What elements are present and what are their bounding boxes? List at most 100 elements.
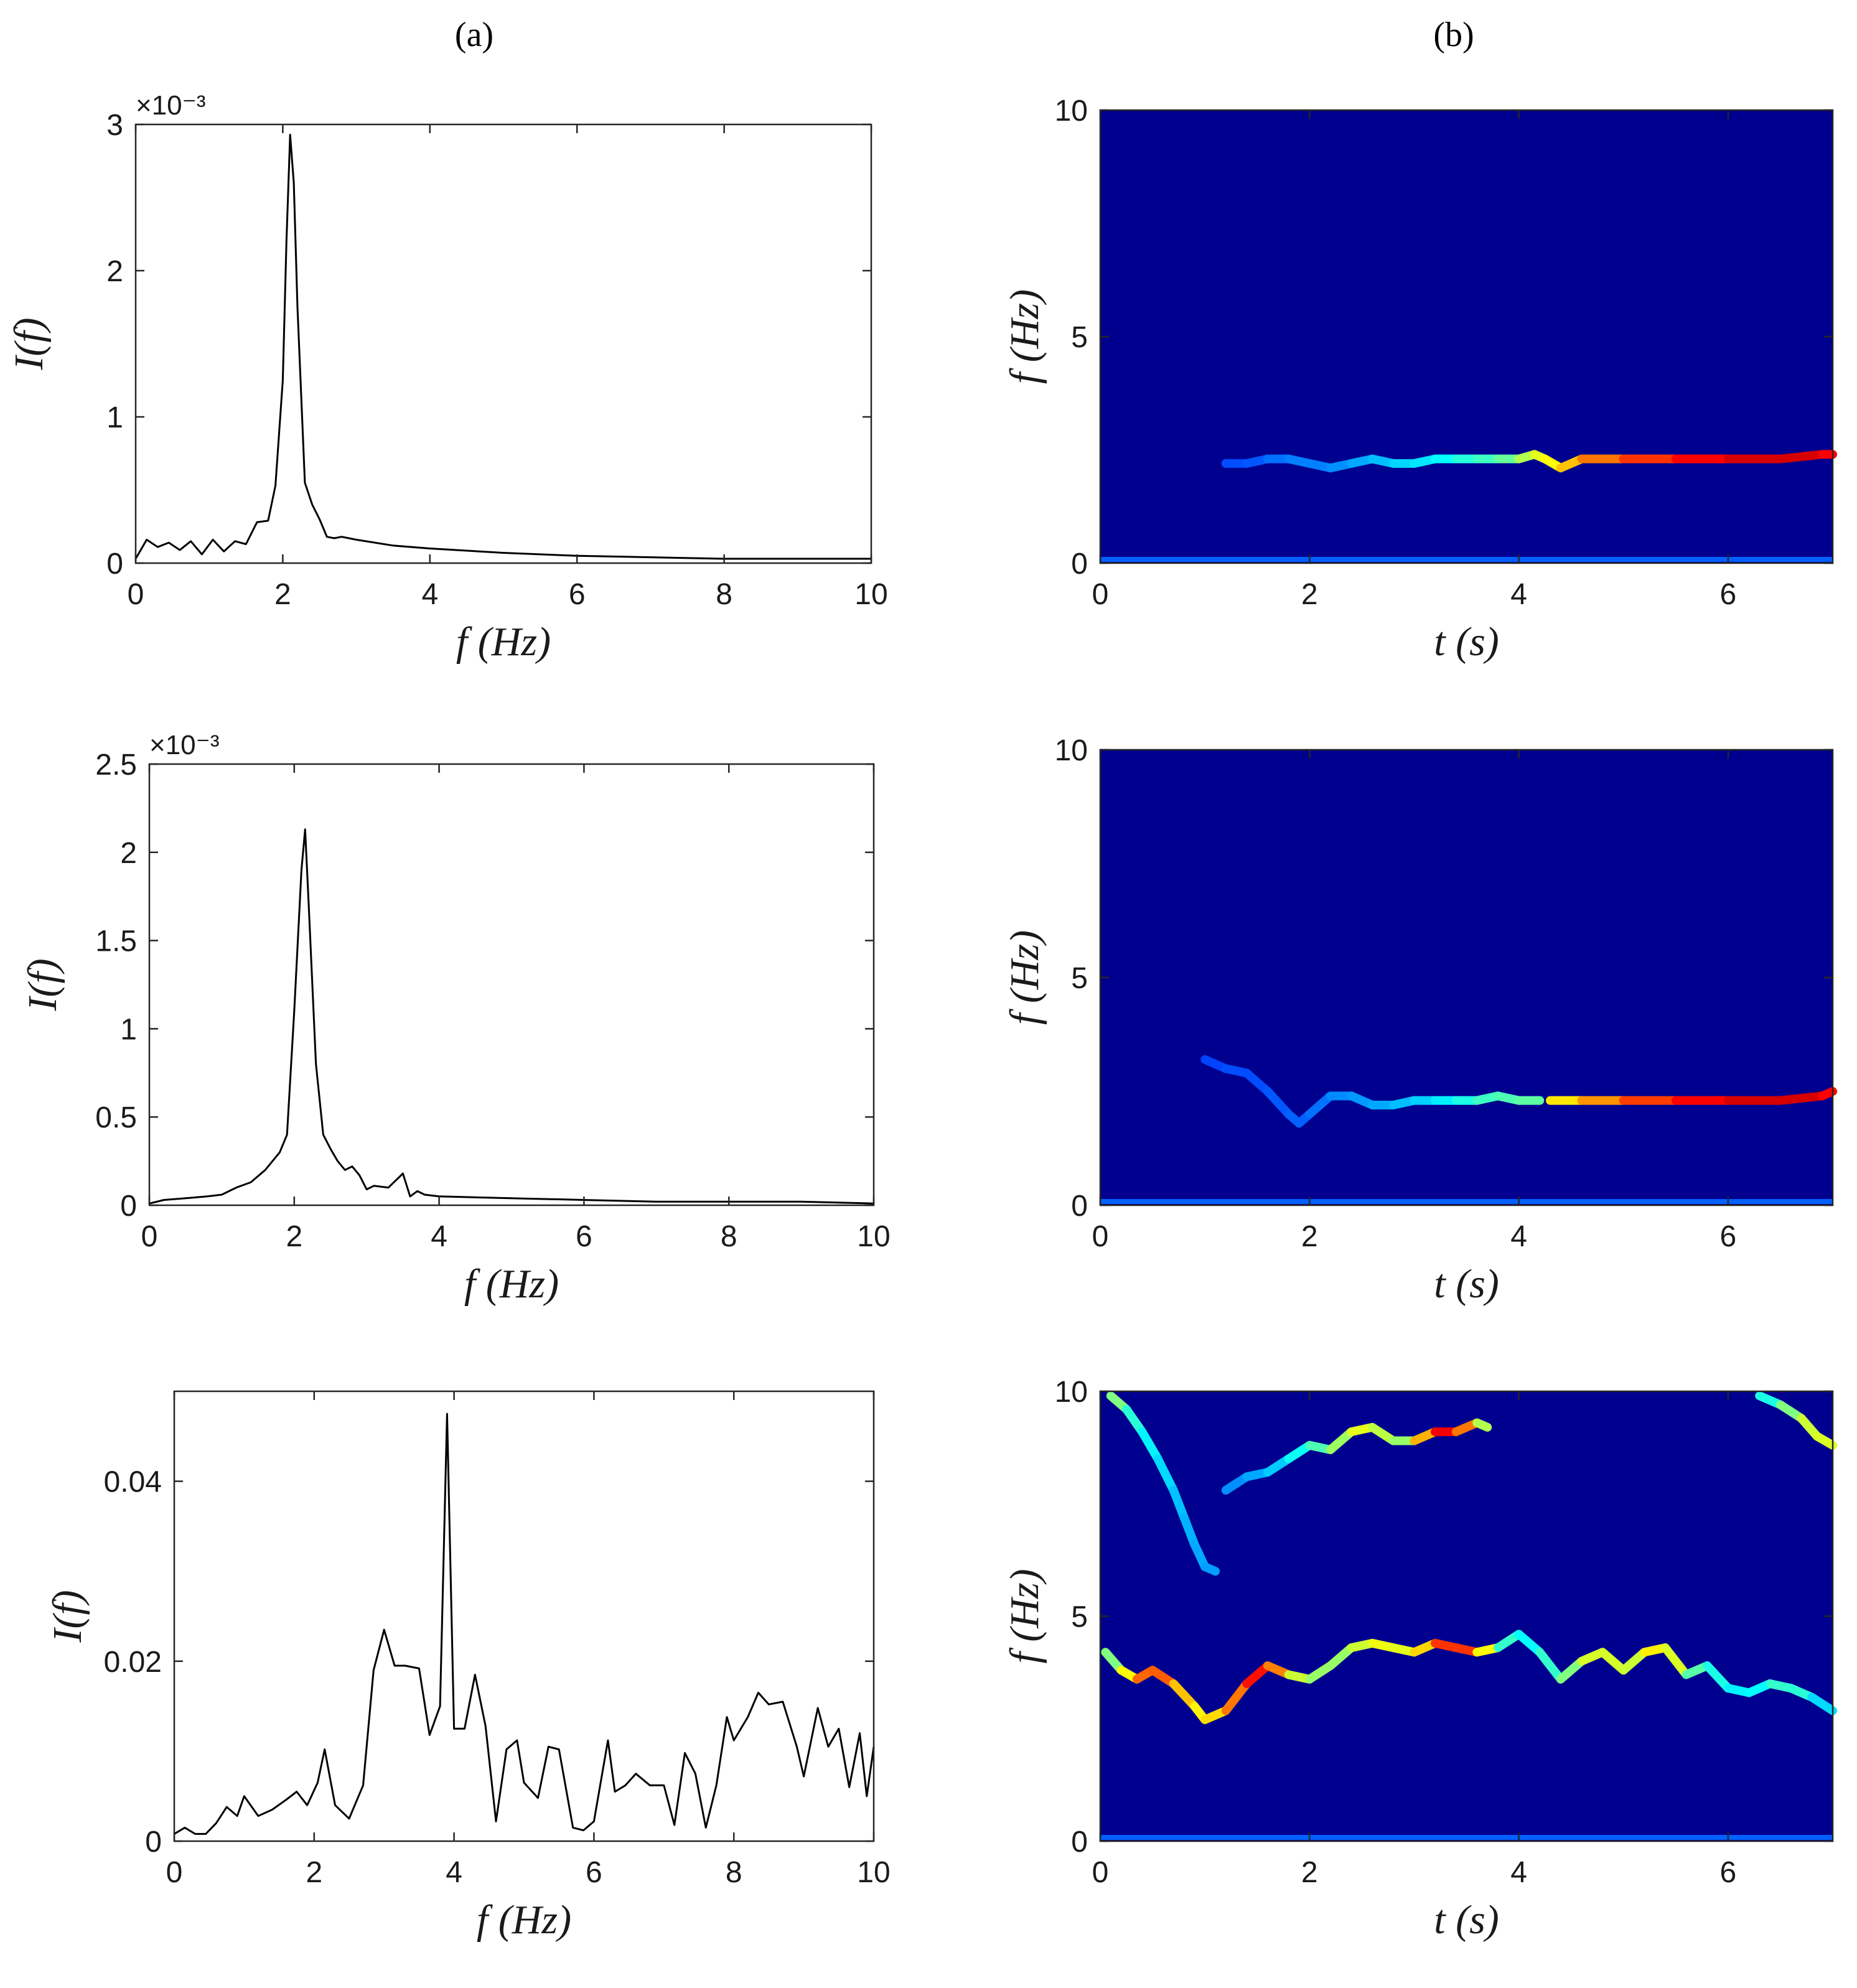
ridge-0-segment (1619, 1648, 1649, 1675)
chart-a-2: 0 2 4 6 8 10 0 0.5 1 1.5 2 2.5 ×10⁻³ f (Hz) I(f) (20, 730, 891, 1307)
ridge-2-segment (1326, 1427, 1356, 1454)
x-tick-label: 10 (857, 1220, 890, 1253)
panel-a-label: (a) (455, 16, 493, 54)
y-tick-label: 0 (1071, 1190, 1088, 1223)
heatmap-baseline-band (1100, 1835, 1833, 1840)
y-tick-label: 5 (1071, 321, 1088, 354)
ridge-0-segment (1221, 1679, 1251, 1715)
x-tick-label: 4 (431, 1220, 447, 1253)
heatmap-baseline-band (1100, 557, 1833, 562)
ridge-1-segment (1179, 1513, 1199, 1549)
x-tick-label: 2 (286, 1220, 302, 1253)
plots-area: 0 2 4 6 8 10 0 1 2 3 ×10⁻³ f (Hz) I(f) 0 2 4 6 0 5 10 t (s) f… (6, 90, 1837, 1943)
ridge-0-segment (1660, 1643, 1691, 1679)
ridge-0-segment (1703, 1661, 1733, 1693)
chart-a-1: 0 2 4 6 8 10 0 1 2 3 ×10⁻³ f (Hz) I(f) (6, 90, 888, 665)
spectrum-line (149, 828, 874, 1205)
ridge-0-segment (1598, 1648, 1628, 1675)
x-tick-label: 6 (1720, 1856, 1737, 1889)
x-tick-label: 4 (1510, 578, 1527, 611)
x-tick-label: 0 (1092, 1856, 1109, 1889)
y-tick-label: 2.5 (95, 749, 137, 782)
ridge-0-segment (1775, 450, 1827, 464)
x-tick-label: 2 (1301, 578, 1318, 611)
plot-area (174, 1391, 874, 1841)
x-tick-label: 0 (141, 1220, 158, 1253)
x-tick-label: 2 (1301, 1220, 1318, 1253)
ridge-0-segment (1305, 1091, 1335, 1119)
x-tick-label: 6 (1720, 1220, 1737, 1253)
y-tick-label: 2 (120, 837, 137, 870)
y-tick-label: 0 (1071, 1826, 1088, 1859)
y-tick-label: 2 (106, 255, 123, 288)
y-multiplier: ×10⁻³ (136, 90, 206, 121)
x-axis-label: f (Hz) (456, 619, 551, 665)
ridge-0-segment (1326, 1643, 1356, 1671)
x-tick-label: 2 (1301, 1856, 1318, 1889)
x-axis-label: t (s) (1434, 619, 1499, 665)
x-tick-label: 6 (1720, 578, 1737, 611)
x-axis-label: t (s) (1434, 1261, 1499, 1307)
y-tick-label: 1 (120, 1013, 137, 1046)
plot-area (136, 124, 871, 563)
x-axis-label: f (Hz) (477, 1897, 571, 1943)
ridge-0-segment (1242, 1661, 1273, 1688)
y-tick-label: 0 (120, 1190, 137, 1223)
y-tick-label: 0.02 (104, 1646, 162, 1679)
ridge-1-segment (1775, 1091, 1827, 1105)
x-tick-label: 10 (854, 578, 887, 611)
x-tick-label: 2 (306, 1856, 322, 1889)
x-axis-label: t (s) (1434, 1897, 1499, 1943)
ridge-1-segment (1200, 1562, 1220, 1576)
x-tick-label: 8 (721, 1220, 737, 1253)
ridge-1-segment (1169, 1486, 1189, 1522)
x-tick-label: 4 (446, 1856, 462, 1889)
ridge-0-segment (1535, 1648, 1565, 1684)
y-tick-label: 10 (1055, 734, 1088, 767)
ridge-0-segment (1807, 1692, 1837, 1715)
ridge-0-segment (1263, 1087, 1293, 1119)
y-tick-label: 0 (106, 548, 123, 581)
chart-b-2: 0 2 4 6 0 5 10 t (s) f (Hz) (1002, 734, 1837, 1307)
x-tick-label: 6 (569, 578, 586, 611)
x-tick-label: 0 (128, 578, 144, 611)
heatmap-background (1100, 750, 1833, 1205)
y-tick-label: 5 (1071, 962, 1088, 995)
y-tick-label: 0.5 (95, 1101, 137, 1134)
y-axis-label: f (Hz) (1002, 289, 1047, 384)
chart-b-1: 0 2 4 6 0 5 10 t (s) f (Hz) (1002, 95, 1837, 665)
y-axis-label: f (Hz) (1002, 930, 1047, 1025)
plot-area (149, 764, 874, 1205)
axes-frame (134, 123, 872, 564)
ridge-1-segment (1153, 1454, 1178, 1495)
spectrum-line (174, 1412, 875, 1835)
y-axis-label: I(f) (20, 958, 65, 1011)
ridge-0-segment (1514, 1630, 1545, 1657)
y-tick-label: 0.04 (104, 1466, 162, 1499)
ridge-1-segment (1122, 1404, 1147, 1437)
x-tick-label: 4 (1510, 1856, 1527, 1889)
x-tick-label: 8 (726, 1856, 742, 1889)
y-multiplier: ×10⁻³ (149, 730, 220, 760)
heatmap-baseline-band (1100, 1199, 1833, 1204)
y-axis-label: I(f) (45, 1590, 90, 1643)
x-tick-label: 10 (857, 1856, 890, 1889)
axes-frame (148, 763, 875, 1206)
y-tick-label: 10 (1055, 95, 1088, 128)
y-axis-label: f (Hz) (1002, 1569, 1047, 1663)
x-axis-label: f (Hz) (464, 1261, 559, 1307)
ridge-1-segment (1818, 1087, 1837, 1101)
ridge-1-segment (1138, 1427, 1162, 1463)
y-tick-label: 1.5 (95, 925, 137, 958)
x-tick-label: 0 (1092, 1220, 1109, 1253)
y-tick-label: 5 (1071, 1601, 1088, 1634)
x-tick-label: 0 (1092, 578, 1109, 611)
chart-a-3: 0 2 4 6 8 10 0 0.02 0.04 f (Hz) I(f) (45, 1390, 891, 1943)
heatmap-background (1100, 1391, 1833, 1841)
heatmap-background (1100, 110, 1833, 563)
x-tick-label: 6 (586, 1856, 602, 1889)
y-tick-label: 3 (106, 109, 123, 142)
y-tick-label: 10 (1055, 1376, 1088, 1409)
ridge-0-segment (1242, 1068, 1273, 1096)
